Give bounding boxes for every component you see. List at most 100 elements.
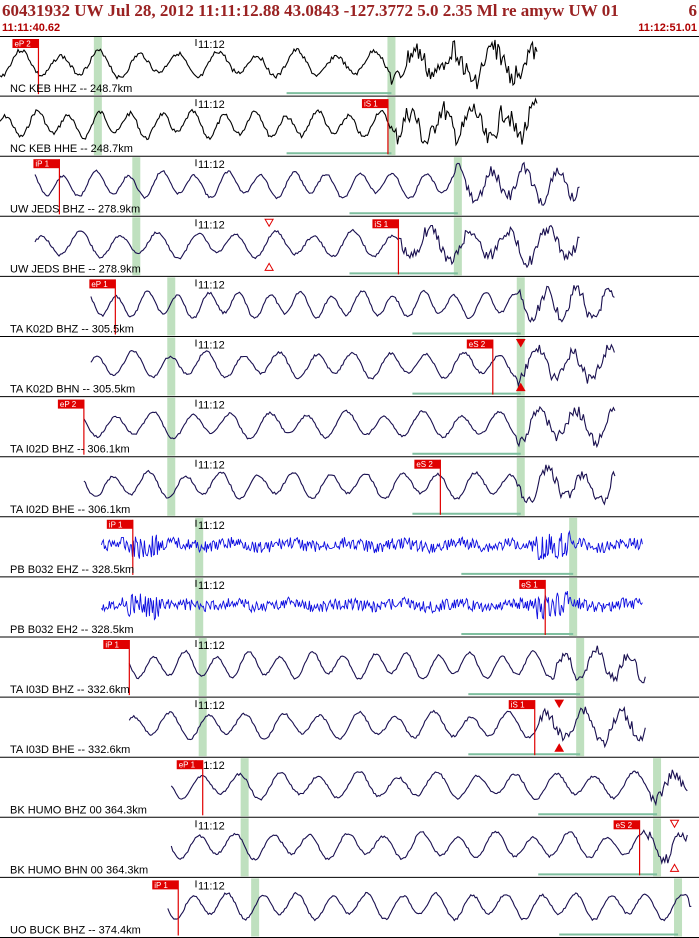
waveform [34, 224, 580, 269]
arrival-triangle-up [669, 863, 680, 872]
pick-label: iP 1 [154, 881, 168, 890]
pick-label: iS 1 [374, 220, 388, 229]
minute-label: 11:12 [198, 340, 225, 352]
trace-panel: 11:12 iS 1 TA I03D BHE -- 332.6km [0, 698, 699, 758]
trace-panel: 11:12 iP 1 UO BUCK BHZ -- 374.4km [0, 878, 699, 938]
waveform [0, 39, 538, 90]
trace-panel: 11:12 eS 2 BK HUMO BHN 00 364.3km [0, 818, 699, 878]
pick-window-band [198, 698, 207, 757]
pick-label: eS 2 [616, 821, 633, 830]
pick-label: iS 1 [364, 100, 378, 109]
pick-window-band [195, 577, 204, 636]
pick-label-box [176, 760, 203, 770]
event-header: 60431932 UW Jul 28, 2012 11:11:12.88 43.… [0, 0, 699, 36]
trace-panel: 11:12 eS 1 PB B032 EH2 -- 328.5km [0, 577, 699, 638]
minute-label: 11:12 [198, 640, 225, 652]
pick-label-box [508, 700, 535, 710]
pick-label-box [372, 219, 399, 229]
minute-label: 11:12 [198, 880, 225, 892]
trace-panel: 11:12 iS 1 UW JEDS BHE -- 278.9km [0, 217, 699, 277]
arrival-triangle-up [264, 262, 274, 271]
station-label: BK HUMO BHZ 00 364.3km [10, 804, 147, 816]
event-title-overflow: 6 [688, 1, 698, 20]
waveform [90, 285, 615, 323]
station-label: UW JEDS BHZ -- 278.9km [10, 203, 140, 215]
pick-window-band [653, 818, 662, 877]
waveform [128, 645, 646, 684]
pick-label: eP 2 [60, 400, 77, 409]
waveform [101, 591, 643, 621]
pick-window-band [167, 397, 176, 456]
waveform [83, 405, 616, 449]
station-label: TA K02D BHZ -- 305.5km [10, 324, 134, 336]
station-label: UW JEDS BHE -- 278.9km [10, 263, 141, 275]
trace-panel: 11:12 eP 1 TA K02D BHZ -- 305.5km [0, 277, 699, 337]
pick-label: iS 1 [511, 701, 525, 710]
pick-label-box [613, 820, 640, 830]
trace-panel: 11:12 eP 2 TA I02D BHZ -- 306.1km [0, 397, 699, 458]
pick-window-band [167, 337, 176, 396]
arrival-triangle-up [554, 743, 565, 752]
pick-window-band [674, 878, 683, 937]
pick-label-box [466, 339, 493, 349]
waveform [100, 530, 643, 560]
arrival-triangle-down [515, 339, 526, 348]
pick-label: eP 2 [14, 40, 31, 49]
pick-label-box [361, 99, 388, 109]
pick-window-band [387, 37, 396, 96]
pick-window-band [653, 758, 662, 817]
window-start-time: 11:11:40.62 [2, 22, 61, 34]
waveform [128, 706, 646, 749]
pick-label-box [106, 519, 133, 529]
minute-label: 11:12 [198, 580, 225, 592]
minute-label: 11:12 [198, 219, 225, 231]
pick-label: iP 1 [105, 641, 119, 650]
pick-window-band [516, 397, 525, 456]
minute-label: 11:12 [198, 159, 225, 171]
arrival-triangle-down [554, 699, 565, 709]
waveform [90, 343, 615, 388]
pick-window-band [516, 277, 525, 336]
station-label: NC KEB HHZ -- 248.7km [10, 83, 132, 95]
trace-panel: 11:12 iP 1 PB B032 EHZ -- 328.5km [0, 517, 699, 578]
pick-window-band [195, 517, 204, 576]
pick-window-band [569, 517, 578, 576]
event-title: 60431932 UW Jul 28, 2012 11:11:12.88 43.… [2, 1, 619, 20]
minute-label: 11:12 [198, 820, 225, 832]
pick-window-band [240, 758, 249, 817]
pick-label-box [152, 880, 179, 890]
waveform [34, 161, 580, 206]
pick-window-band [167, 277, 176, 336]
station-label: NC KEB HHE -- 248.7km [10, 143, 133, 155]
station-label: PB B032 EHZ -- 328.5km [10, 564, 134, 576]
pick-label: eS 2 [416, 460, 433, 469]
pick-label-box [57, 399, 84, 409]
minute-label: 11:12 [198, 760, 225, 772]
pick-window-band [93, 97, 102, 156]
pick-label: eS 2 [469, 340, 486, 349]
pick-window-band [576, 698, 585, 757]
pick-label: iP 1 [109, 520, 123, 529]
station-label: TA I02D BHZ -- 306.1km [10, 444, 130, 456]
station-label: UO BUCK BHZ -- 374.4km [10, 925, 141, 937]
pick-window-band [516, 337, 525, 396]
seismogram-panels: 11:12 eP 2 NC KEB HHZ -- 248.7km 11:12 iS 1 N… [0, 36, 699, 938]
pick-window-band [576, 638, 585, 697]
trace-panel: 11:12 eP 2 NC KEB HHZ -- 248.7km [0, 37, 699, 97]
pick-window-band [198, 638, 207, 697]
minute-label: 11:12 [198, 99, 225, 111]
trace-panel: 11:12 iP 1 TA I03D BHZ -- 332.6km [0, 638, 699, 698]
arrival-triangle-up [515, 382, 526, 392]
minute-label: 11:12 [198, 520, 225, 532]
station-label: BK HUMO BHN 00 364.3km [10, 864, 148, 876]
arrival-triangle-down [264, 218, 274, 228]
pick-label-box [519, 579, 546, 589]
pick-window-band [167, 457, 176, 516]
window-end-time: 11:12:51.01 [638, 22, 697, 34]
pick-label: eP 1 [91, 280, 108, 289]
pick-label-box [89, 279, 116, 289]
pick-label-box [103, 640, 130, 649]
pick-window-band [453, 217, 462, 276]
